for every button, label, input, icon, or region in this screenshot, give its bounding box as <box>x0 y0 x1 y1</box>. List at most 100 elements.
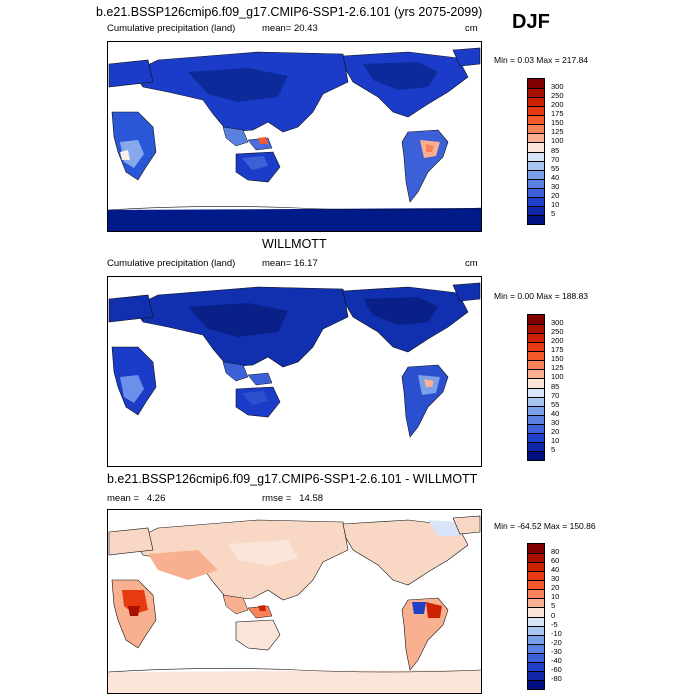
colorbar-tick-label: 5 <box>551 208 556 218</box>
colorbar-tick-label: 10 <box>551 199 560 209</box>
panel-1-unit: cm <box>465 23 478 34</box>
colorbar-tick-label: -30 <box>551 646 562 656</box>
colorbar-box <box>528 214 544 224</box>
panel-2-title: WILLMOTT <box>262 237 327 251</box>
colorbar-tick-label: 55 <box>551 399 560 409</box>
colorbar-box <box>528 670 544 680</box>
panel-2-colorbar-labels: 300 250 200 175 150 125 100 85 70 55 40 30 20 10 5 <box>551 314 591 459</box>
colorbar-box <box>528 396 544 406</box>
panel-3-map <box>107 509 482 694</box>
panel-3-map-svg <box>108 510 481 693</box>
colorbar-box <box>528 450 544 460</box>
colorbar-box <box>528 369 544 379</box>
colorbar-box <box>528 169 544 179</box>
panel-1-colorbar-labels: 300 250 200 175 150 125 100 85 70 55 40 30 20 10 5 <box>551 78 591 223</box>
panel-2-map-svg <box>108 277 481 466</box>
colorbar-tick-label: 70 <box>551 390 560 400</box>
panel-2-unit: cm <box>465 258 478 269</box>
colorbar-box <box>528 115 544 125</box>
panel-2-mean: mean= 16.17 <box>262 258 318 269</box>
panel-2-variable-label: Cumulative precipitation (land) <box>107 258 236 269</box>
colorbar-box <box>528 333 544 343</box>
colorbar-tick-label: 85 <box>551 381 560 391</box>
colorbar-box <box>528 196 544 206</box>
colorbar-box <box>528 360 544 370</box>
colorbar-box <box>528 616 544 626</box>
colorbar-tick-label: 100 <box>551 136 564 146</box>
colorbar-box <box>528 178 544 188</box>
colorbar-box <box>528 679 544 689</box>
colorbar-tick-label: 300 <box>551 82 564 92</box>
colorbar-box <box>528 324 544 334</box>
colorbar-box <box>528 625 544 635</box>
colorbar-box <box>528 661 544 671</box>
panel-1-colorbar <box>527 78 545 225</box>
colorbar-box <box>528 634 544 644</box>
colorbar-box <box>528 414 544 424</box>
colorbar-box <box>528 423 544 433</box>
colorbar-box <box>528 387 544 397</box>
colorbar-tick-label: 40 <box>551 408 560 418</box>
colorbar-tick-label: 20 <box>551 190 560 200</box>
colorbar-box <box>528 589 544 599</box>
colorbar-box <box>528 342 544 352</box>
colorbar-tick-label: 10 <box>551 592 560 602</box>
panel-2-colorbar <box>527 314 545 461</box>
colorbar-tick-label: 100 <box>551 372 564 382</box>
colorbar-box <box>528 405 544 415</box>
colorbar-tick-label: -10 <box>551 628 562 638</box>
colorbar-tick-label: 70 <box>551 154 560 164</box>
colorbar-tick-label: -80 <box>551 673 562 683</box>
colorbar-tick-label: 55 <box>551 163 560 173</box>
colorbar-box <box>528 106 544 116</box>
colorbar-box <box>528 580 544 590</box>
colorbar-tick-label: 175 <box>551 345 564 355</box>
colorbar-box <box>528 133 544 143</box>
colorbar-box <box>528 205 544 215</box>
colorbar-box <box>528 652 544 662</box>
panel-3-rmse: rmse = 14.58 <box>262 493 324 504</box>
colorbar-box <box>528 432 544 442</box>
panel-1-mean: mean= 20.43 <box>262 23 318 34</box>
panel-3-colorbar <box>527 543 545 690</box>
colorbar-tick-label: 30 <box>551 417 560 427</box>
colorbar-box <box>528 544 544 554</box>
colorbar-box <box>528 315 544 325</box>
panel-3-title: b.e21.BSSP126cmip6.f09_g17.CMIP6-SSP1-2.… <box>107 472 478 486</box>
colorbar-tick-label: 175 <box>551 109 564 119</box>
colorbar-tick-label: -5 <box>551 619 558 629</box>
colorbar-tick-label: -60 <box>551 664 562 674</box>
colorbar-box <box>528 562 544 572</box>
colorbar-box <box>528 571 544 581</box>
figure-title: b.e21.BSSP126cmip6.f09_g17.CMIP6-SSP1-2.… <box>96 5 483 19</box>
colorbar-tick-label: -20 <box>551 637 562 647</box>
colorbar-tick-label: 40 <box>551 172 560 182</box>
colorbar-box <box>528 643 544 653</box>
colorbar-box <box>528 151 544 161</box>
colorbar-tick-label: 85 <box>551 145 560 155</box>
colorbar-tick-label: 80 <box>551 547 560 557</box>
colorbar-box <box>528 187 544 197</box>
colorbar-tick-label: 20 <box>551 426 560 436</box>
colorbar-box <box>528 97 544 107</box>
colorbar-box <box>528 553 544 563</box>
colorbar-tick-label: 250 <box>551 91 564 101</box>
colorbar-tick-label: 300 <box>551 318 564 328</box>
panel-1-map-svg <box>108 42 481 231</box>
colorbar-tick-label: 60 <box>551 556 560 566</box>
colorbar-tick-label: 200 <box>551 100 564 110</box>
colorbar-tick-label: 0 <box>551 610 556 620</box>
colorbar-tick-label: 200 <box>551 336 564 346</box>
colorbar-tick-label: 30 <box>551 181 560 191</box>
colorbar-tick-label: 30 <box>551 574 560 584</box>
colorbar-box <box>528 142 544 152</box>
colorbar-box <box>528 598 544 608</box>
colorbar-box <box>528 351 544 361</box>
season-label: DJF <box>512 11 550 33</box>
colorbar-tick-label: 5 <box>551 444 556 454</box>
panel-1-minmax: Min = 0.03 Max = 217.84 <box>494 55 589 65</box>
panel-1-map <box>107 41 482 232</box>
colorbar-box <box>528 607 544 617</box>
colorbar-tick-label: 5 <box>551 601 556 611</box>
colorbar-tick-label: 150 <box>551 118 564 128</box>
